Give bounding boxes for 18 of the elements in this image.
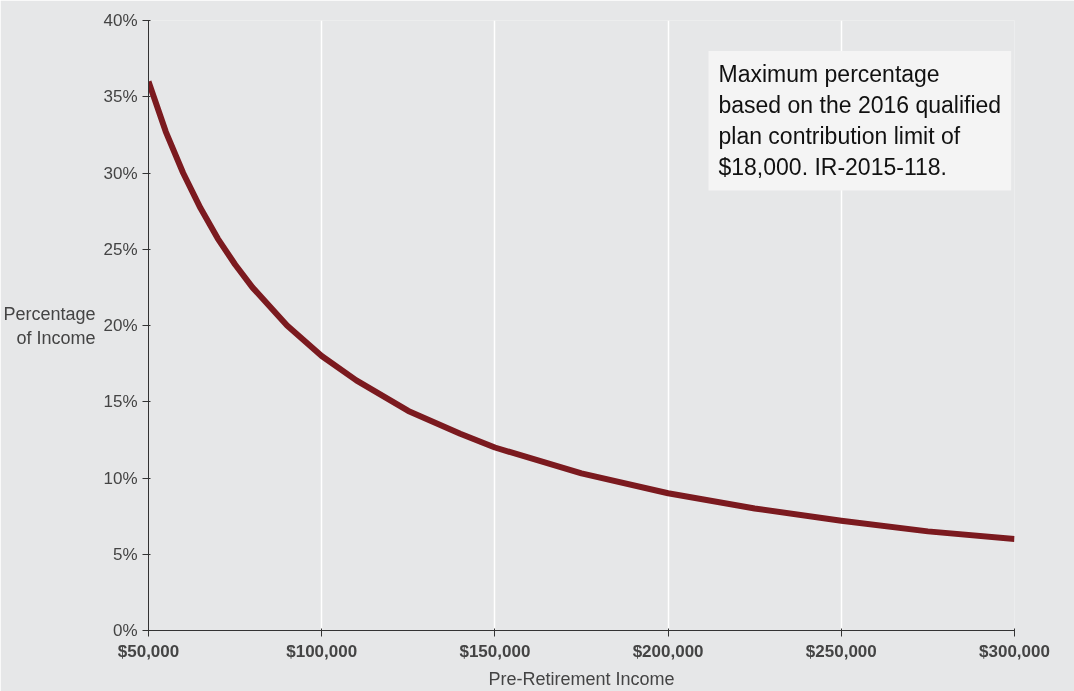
y-tick-label: 10% [103, 468, 138, 488]
y-tick-label: 40% [103, 11, 138, 30]
y-tick-label: 25% [103, 239, 138, 259]
x-tick-label: $250,000 [805, 641, 877, 661]
y-tick-label: 30% [103, 163, 138, 183]
y-tick-label: 0% [112, 621, 138, 640]
x-tick-label: $300,000 [979, 641, 1050, 661]
y-tick-label: 35% [103, 87, 138, 107]
x-tick-label: $200,000 [632, 641, 704, 661]
y-axis-title: Percentage of Income [3, 303, 96, 348]
y-tick-label: 20% [103, 316, 138, 335]
x-axis-title: Pre-Retirement Income [488, 668, 675, 689]
x-tick-label: $100,000 [286, 641, 358, 661]
annotation: Maximum percentage based on the 2016 qualified plan contribution limit of $18,000. IR-2015-118. [718, 60, 1002, 181]
x-tick-label: $50,000 [117, 641, 180, 661]
y-tick-label: 5% [112, 544, 138, 564]
y-tick-label: 15% [103, 392, 138, 412]
x-tick-label: $150,000 [459, 641, 531, 661]
